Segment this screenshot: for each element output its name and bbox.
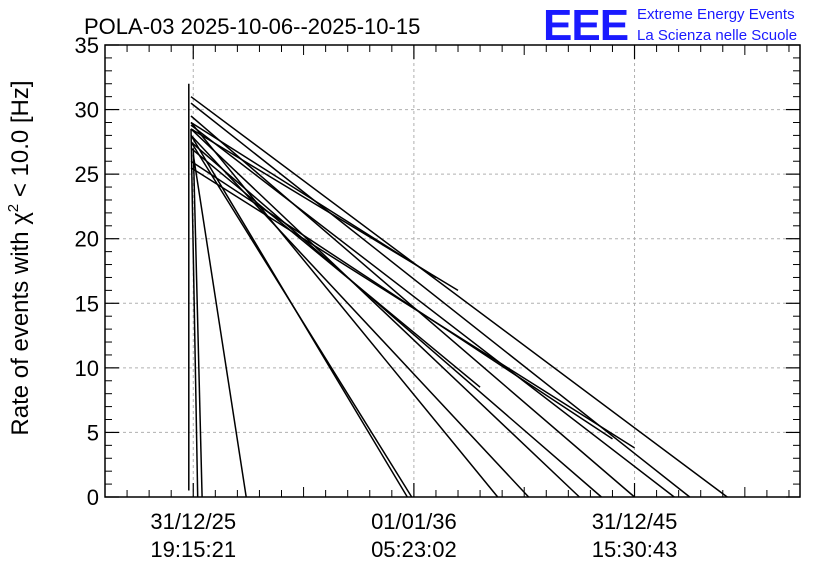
x-tick-label-date: 01/01/36 [371,509,457,534]
series-lines [188,83,728,498]
logo-mark: EEE [543,1,628,50]
x-tick-label-time: 19:15:21 [150,537,236,562]
series-line-16 [190,160,613,440]
y-axis-label-sup: 2 [5,204,22,212]
y-axis-label-prefix: Rate of events with [7,225,34,436]
series-line-19 [190,128,459,292]
series-line-12 [190,124,675,498]
y-tick-label: 25 [75,162,99,187]
x-tick-label-time: 15:30:43 [592,537,678,562]
y-tick-label: 15 [75,291,99,316]
series-line-6 [190,141,413,498]
series-line-10 [190,141,602,498]
y-tick-label: 5 [87,420,99,445]
series-line-3 [192,148,203,498]
series-line-13 [190,102,691,498]
logo-line-1: Extreme Energy Events [637,6,795,23]
series-line-17 [190,147,481,388]
y-tick-label: 30 [75,98,99,123]
series-line-9 [190,128,580,498]
axes: 0 5 10 15 20 25 30 35 31/12/25 19:15:21 01/01/36 05… [75,33,801,562]
y-tick-label: 20 [75,227,99,252]
series-line-7 [190,122,499,498]
grid [105,44,800,497]
logo-line-2: La Scienza nelle Scuole [637,27,797,44]
eee-logo: EEE Extreme Energy Events La Scienza nel… [543,1,797,50]
y-axis-label-suffix: < 10.0 [Hz] [7,80,34,203]
y-tick-label: 10 [75,356,99,381]
plot-frame [104,44,801,498]
series-line-4 [192,154,247,498]
y-tick-label: 0 [87,485,99,510]
chart-title: POLA-03 2025-10-06--2025-10-15 [84,14,420,39]
series-line-14 [190,96,728,498]
y-tick-label: 35 [75,33,99,58]
y-axis-label-chi: χ [7,212,34,225]
series-line-2 [190,128,199,498]
x-tick-label-time: 05:23:02 [371,537,457,562]
y-axis-label: Rate of events with χ2 < 10.0 [Hz] [5,80,34,435]
x-tick-label-date: 31/12/45 [592,509,678,534]
x-tick-label-date: 31/12/25 [150,509,236,534]
